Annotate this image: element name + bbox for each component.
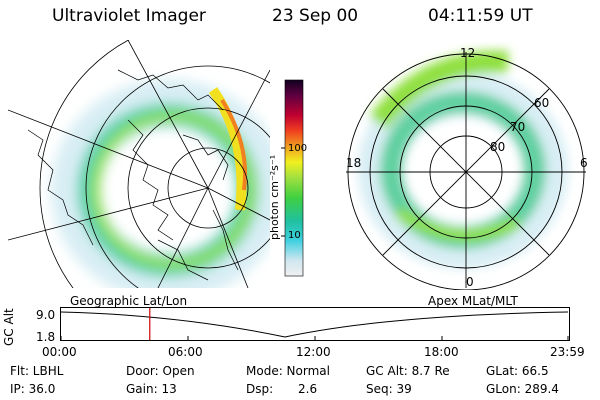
mlat-label-80: 80	[490, 140, 506, 154]
altitude-plot	[60, 307, 570, 341]
aurora-oval-magnetic	[358, 50, 568, 269]
alt-xtick-3: 18:00	[424, 345, 459, 359]
alt-xtick-2: 12:00	[296, 345, 331, 359]
mlt-label-18: 18	[346, 156, 362, 170]
latitude-grid	[39, 40, 270, 288]
longitude-grid	[8, 40, 270, 288]
colorbar-tick-10: 10	[288, 230, 301, 241]
altitude-curve	[60, 311, 569, 338]
mlt-lines	[346, 52, 586, 288]
header-date: 23 Sep 00	[272, 6, 359, 26]
instrument-title: Ultraviolet Imager	[52, 6, 206, 26]
right-map-label: Apex MLat/MLT	[428, 294, 518, 308]
geographic-image	[8, 40, 270, 288]
colorbar-tick-100: 100	[288, 143, 308, 154]
info-glon: GLon: 289.4	[486, 382, 559, 396]
colorbar-label: photon cm⁻²s⁻¹	[268, 154, 281, 240]
alt-xtick-0: 00:00	[42, 345, 77, 359]
alt-xtick-1: 06:00	[168, 345, 203, 359]
info-seq: Seq: 39	[366, 382, 412, 396]
alt-ytick-low: 1.8	[36, 330, 56, 344]
mlt-label-6: 6	[580, 156, 588, 170]
alt-xtick-4: 23:59	[550, 345, 585, 359]
mlat-label-70: 70	[510, 120, 526, 134]
info-flt: Flt: LBHL	[10, 364, 64, 378]
info-gain: Gain: 13	[126, 382, 177, 396]
alt-ylabel: GC Alt	[2, 308, 16, 346]
info-door: Door: Open	[126, 364, 195, 378]
info-mode: Mode: Normal	[246, 364, 330, 378]
left-map-label: Geographic Lat/Lon	[70, 294, 188, 308]
header-time: 04:11:59 UT	[428, 6, 533, 26]
magnetic-polar-plot	[346, 50, 586, 290]
info-glat: GLat: 66.5	[486, 364, 549, 378]
alt-ytick-high: 9.0	[36, 308, 56, 322]
alt-x-ticks	[60, 336, 569, 340]
coastlines	[27, 69, 239, 281]
mlt-label-0: 0	[466, 275, 474, 289]
colorbar	[281, 79, 304, 277]
info-gc-alt: GC Alt: 8.7 Re	[366, 364, 450, 378]
mlat-label-60: 60	[534, 96, 550, 110]
mlt-label-12: 12	[460, 46, 476, 60]
info-dsp-value: 2.6	[298, 382, 318, 396]
info-dsp-label: Dsp:	[246, 382, 274, 396]
info-ip: IP: 36.0	[10, 382, 56, 396]
